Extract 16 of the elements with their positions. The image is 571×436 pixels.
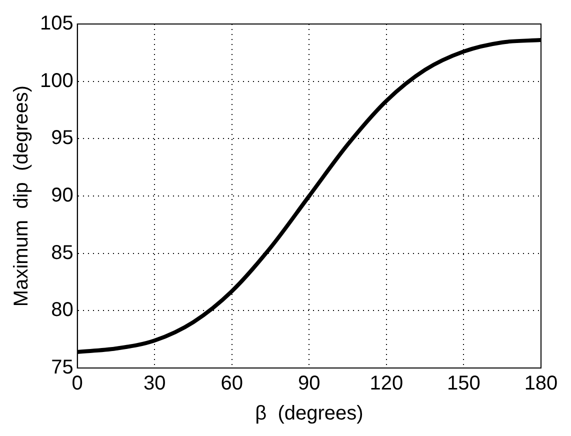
x-tick-label: 30 <box>144 372 166 395</box>
x-tick-label: 150 <box>447 372 480 395</box>
y-tick-label: 80 <box>51 299 74 322</box>
x-tick-label: 120 <box>370 372 404 395</box>
y-axis-title: Maximum dip (degrees) <box>10 85 33 307</box>
x-tick-label: 90 <box>298 372 320 395</box>
y-tick-label: 95 <box>51 127 74 150</box>
y-tick-label: 75 <box>51 356 74 379</box>
x-tick-label: 180 <box>524 372 558 395</box>
y-tick-label: 85 <box>51 242 74 264</box>
x-tick-label: 60 <box>220 372 244 395</box>
y-tick-label: 105 <box>40 12 74 35</box>
y-tick-label: 90 <box>51 184 74 207</box>
y-tick-label: 100 <box>40 70 74 92</box>
x-tick-label: 0 <box>72 372 83 395</box>
x-axis-title: β (degrees) <box>255 402 364 425</box>
